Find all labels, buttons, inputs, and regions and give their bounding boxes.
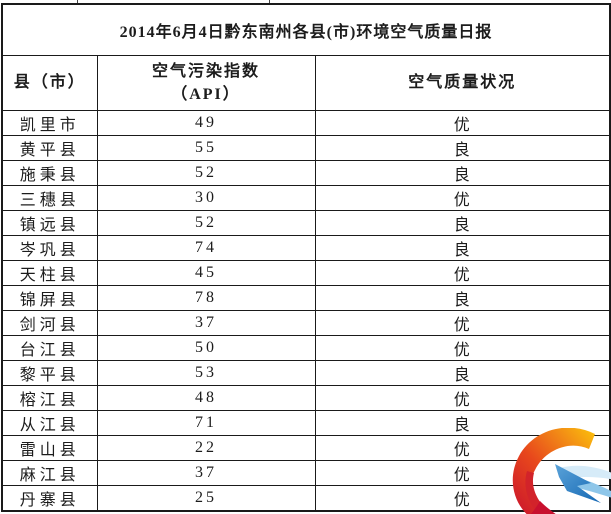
table-row: 黄平县 55 良 [1,135,611,161]
county-cell: 麻江县 [1,460,98,486]
county-cell: 榕江县 [1,385,98,411]
api-cell: 50 [96,335,316,361]
county-cell: 凯里市 [1,110,98,136]
quality-cell: 优 [314,310,611,336]
api-cell: 37 [96,460,316,486]
county-cell: 黄平县 [1,135,98,161]
county-cell: 镇远县 [1,210,98,236]
api-column-header: 空气污染指数 （API） [96,55,316,111]
api-cell: 49 [96,110,316,136]
title-row: 2014年6月4日黔东南州各县(市)环境空气质量日报 [1,3,611,56]
table-row: 丹寨县 25 优 [1,485,611,512]
quality-column-header: 空气质量状况 [314,55,611,111]
quality-cell: 良 [314,235,611,261]
county-cell: 天柱县 [1,260,98,286]
api-cell: 45 [96,260,316,286]
table-row: 岑巩县 74 良 [1,235,611,261]
table-row: 天柱县 45 优 [1,260,611,286]
table-row: 三穗县 30 优 [1,185,611,211]
county-cell: 从江县 [1,410,98,436]
table-row: 凯里市 49 优 [1,110,611,136]
county-cell: 三穗县 [1,185,98,211]
api-cell: 52 [96,210,316,236]
county-cell: 锦屏县 [1,285,98,311]
county-cell: 剑河县 [1,310,98,336]
quality-cell: 优 [314,110,611,136]
cropped-column-line [77,0,78,4]
api-cell: 52 [96,160,316,186]
api-cell: 30 [96,185,316,211]
quality-cell: 优 [314,335,611,361]
table-row: 施秉县 52 良 [1,160,611,186]
quality-cell: 良 [314,285,611,311]
table-row: 黎平县 53 良 [1,360,611,386]
table-row: 榕江县 48 优 [1,385,611,411]
report-title: 2014年6月4日黔东南州各县(市)环境空气质量日报 [1,3,611,56]
api-cell: 53 [96,360,316,386]
quality-cell: 良 [314,210,611,236]
county-cell: 丹寨县 [1,485,98,512]
quality-cell: 优 [314,485,611,512]
api-header-line2: （API） [171,86,241,103]
county-cell: 黎平县 [1,360,98,386]
api-cell: 71 [96,410,316,436]
table-row: 台江县 50 优 [1,335,611,361]
api-header-line1: 空气污染指数 [151,62,260,80]
quality-cell: 优 [314,185,611,211]
api-cell: 78 [96,285,316,311]
quality-cell: 优 [314,385,611,411]
county-cell: 施秉县 [1,160,98,186]
quality-cell: 良 [314,135,611,161]
api-cell: 55 [96,135,316,161]
quality-cell: 优 [314,260,611,286]
air-quality-table: 2014年6月4日黔东南州各县(市)环境空气质量日报 县（市） 空气污染指数 （… [1,3,611,512]
table-row: 镇远县 52 良 [1,210,611,236]
table-row: 剑河县 37 优 [1,310,611,336]
quality-cell: 良 [314,360,611,386]
table-header-row: 县（市） 空气污染指数 （API） 空气质量状况 [1,55,611,111]
api-cell: 25 [96,485,316,512]
api-cell: 22 [96,435,316,461]
cropped-column-line [269,0,270,4]
county-cell: 岑巩县 [1,235,98,261]
table-row: 锦屏县 78 良 [1,285,611,311]
api-cell: 74 [96,235,316,261]
api-cell: 37 [96,310,316,336]
api-cell: 48 [96,385,316,411]
county-column-header: 县（市） [1,55,98,111]
ring-arrow-watermark-icon [512,428,611,514]
county-cell: 台江县 [1,335,98,361]
quality-cell: 良 [314,160,611,186]
county-cell: 雷山县 [1,435,98,461]
